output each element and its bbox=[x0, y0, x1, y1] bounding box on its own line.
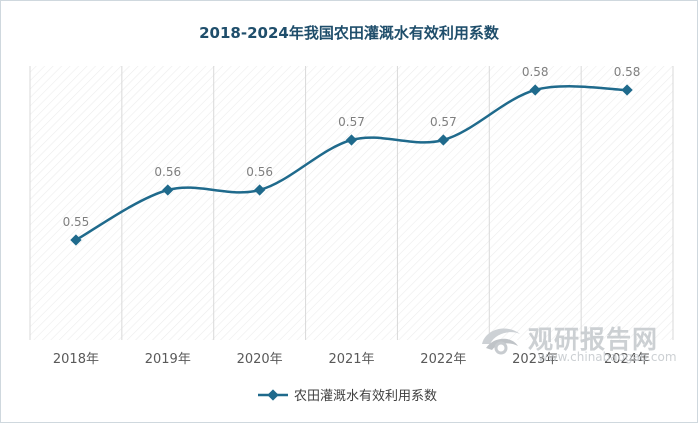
data-point-marker bbox=[253, 184, 266, 196]
data-point-marker bbox=[345, 134, 358, 146]
data-label: 0.58 bbox=[614, 65, 641, 79]
data-label: 0.58 bbox=[522, 65, 549, 79]
x-tick-label: 2023年 bbox=[512, 352, 558, 367]
legend-label: 农田灌溉水有效利用系数 bbox=[294, 389, 437, 404]
x-tick-label: 2021年 bbox=[328, 352, 374, 367]
grid-lines bbox=[29, 66, 674, 340]
x-tick-label: 2024年 bbox=[604, 352, 650, 367]
data-label: 0.57 bbox=[430, 115, 457, 129]
data-label: 0.55 bbox=[63, 215, 90, 229]
data-label: 0.56 bbox=[246, 165, 273, 179]
chart-title: 2018-2024年我国农田灌溉水有效利用系数 bbox=[199, 24, 500, 42]
legend: 农田灌溉水有效利用系数 bbox=[258, 389, 437, 404]
x-tick-label: 2022年 bbox=[420, 352, 466, 367]
x-tick-label: 2018年 bbox=[53, 352, 99, 367]
x-tick-label: 2020年 bbox=[237, 352, 283, 367]
data-labels: 0.55 0.56 0.56 0.57 0.57 0.58 0.58 bbox=[63, 65, 641, 229]
data-point-marker bbox=[162, 184, 174, 196]
watermark-logo-icon bbox=[482, 328, 520, 355]
watermark: 观研报告网 www.chinabaogao.com bbox=[478, 320, 678, 368]
x-tick-labels: 2018年 2019年 2020年 2021年 2022年 2023年 2024年 bbox=[53, 352, 650, 367]
plot-area bbox=[30, 66, 673, 340]
legend-marker bbox=[267, 389, 279, 401]
watermark-text: 观研报告网 bbox=[528, 325, 659, 354]
data-label: 0.57 bbox=[338, 115, 365, 129]
watermark-url: www.chinabaogao.com bbox=[538, 350, 677, 364]
data-point-marker bbox=[437, 134, 450, 146]
data-label: 0.56 bbox=[154, 165, 181, 179]
x-tick-label: 2019年 bbox=[145, 352, 191, 367]
